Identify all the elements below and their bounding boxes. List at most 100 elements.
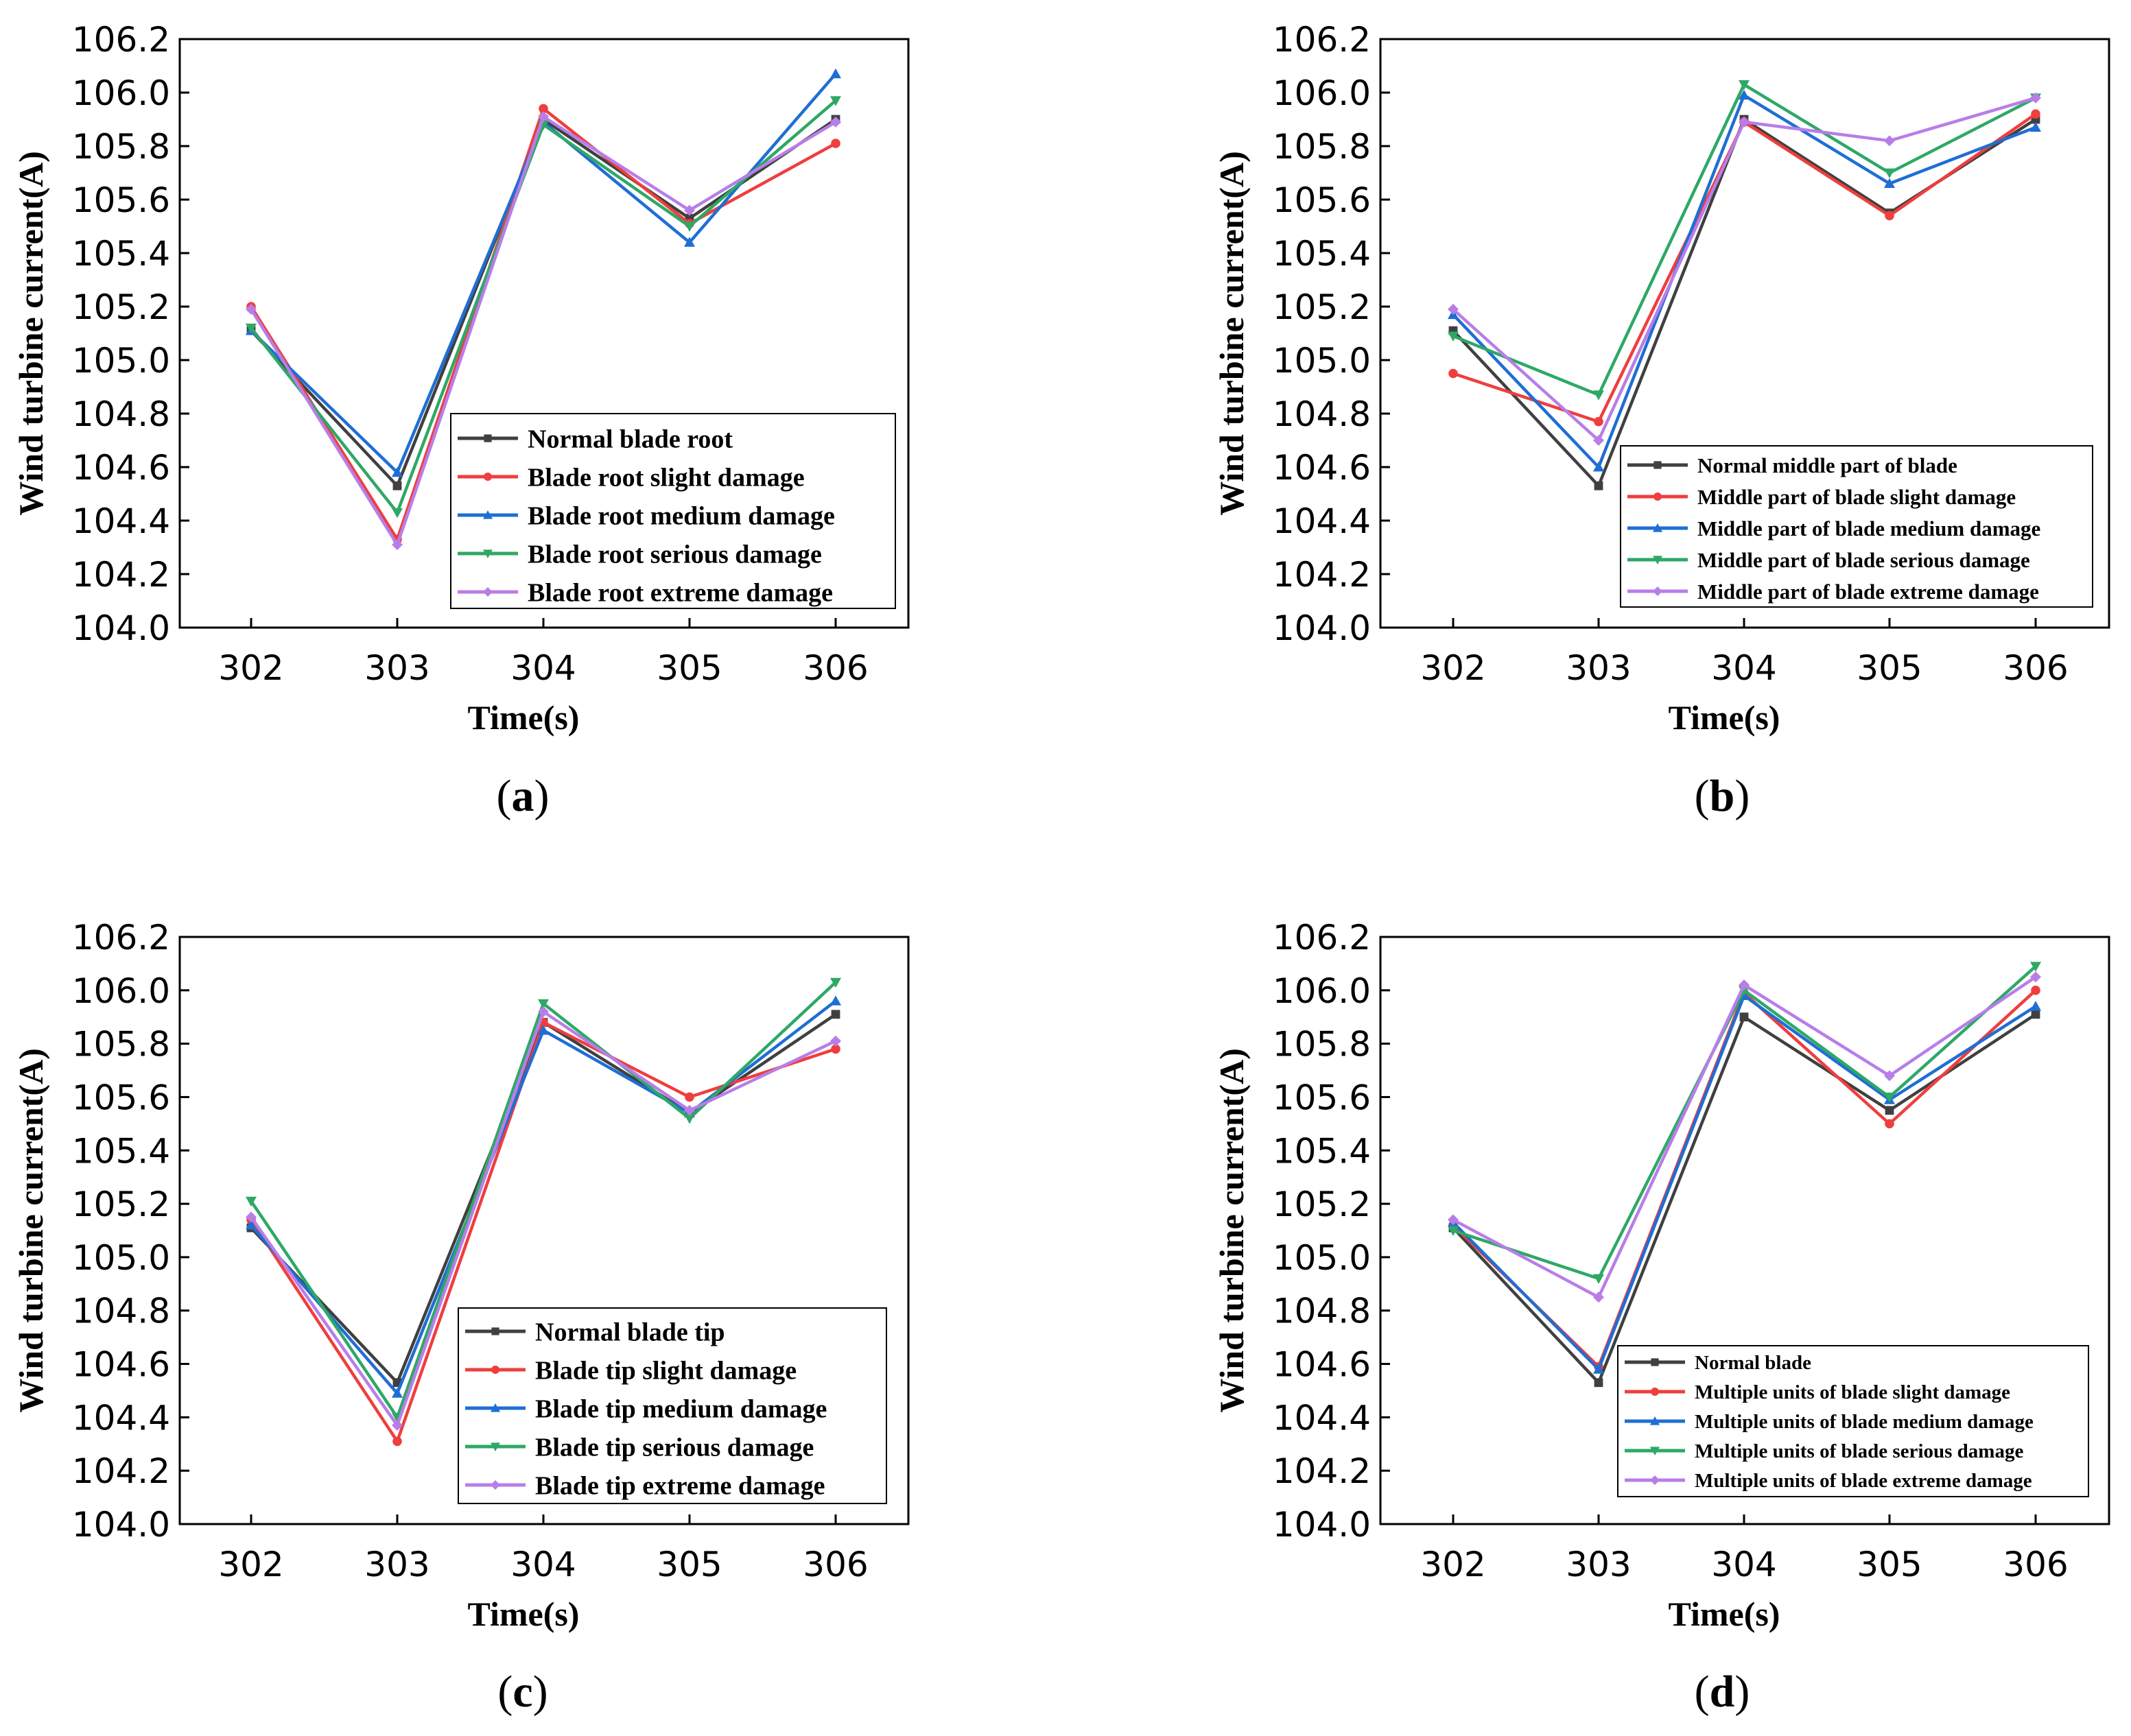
x-tick-label: 305 xyxy=(1857,648,1922,688)
data-point xyxy=(1448,1214,1459,1226)
legend-label: Blade tip extreme damage xyxy=(535,1471,825,1500)
y-tick-label: 106.2 xyxy=(1273,20,1371,60)
y-tick-label: 104.4 xyxy=(72,1398,170,1438)
y-tick-label: 105.4 xyxy=(72,234,170,274)
y-tick-label: 105.4 xyxy=(1273,1131,1371,1171)
series-line xyxy=(250,73,837,475)
data-point xyxy=(1593,435,1604,446)
data-point xyxy=(1884,135,1895,147)
x-axis-title: Time(s) xyxy=(1669,1595,1780,1633)
data-point xyxy=(246,1220,257,1230)
legend-box xyxy=(458,1307,887,1504)
data-point xyxy=(830,68,841,79)
legend-marker xyxy=(483,587,493,597)
legend-entry: Multiple units of blade serious damage xyxy=(1625,1440,2023,1462)
y-tick-label: 106.0 xyxy=(72,971,170,1011)
legend-marker xyxy=(491,1480,500,1490)
x-tick-label: 305 xyxy=(657,648,722,688)
legend-marker xyxy=(491,1403,500,1412)
y-tick-label: 104.4 xyxy=(1273,501,1371,541)
data-point xyxy=(1594,1378,1603,1388)
data-point xyxy=(2031,986,2040,995)
x-tick-label: 304 xyxy=(1711,1545,1776,1584)
legend: Normal blade root Blade root slight damag… xyxy=(450,413,896,609)
legend-box xyxy=(1617,1345,2089,1497)
y-tick-label: 104.0 xyxy=(1273,608,1371,648)
data-point xyxy=(684,1104,695,1116)
data-point xyxy=(1448,368,1458,379)
data-point xyxy=(2030,971,2041,983)
y-tick-label: 104.4 xyxy=(72,501,170,541)
legend-label: Blade root serious damage xyxy=(528,540,822,569)
x-tick-label: 302 xyxy=(1420,1545,1485,1584)
panel-label-open: ( xyxy=(497,1667,513,1717)
x-tick-label: 305 xyxy=(657,1545,722,1584)
series-triangle-down xyxy=(1448,962,2041,1285)
legend-marker xyxy=(1650,1475,1660,1485)
data-point xyxy=(246,1211,257,1223)
data-point xyxy=(1448,303,1459,315)
y-tick-label: 105.2 xyxy=(72,1185,170,1224)
data-point xyxy=(684,1114,695,1124)
data-point xyxy=(392,508,403,519)
legend-entry: Blade tip slight damage xyxy=(465,1356,797,1385)
data-point xyxy=(684,222,695,232)
data-point xyxy=(1884,168,1895,178)
data-point xyxy=(392,1388,403,1398)
legend-marker xyxy=(1653,586,1662,596)
y-tick-label: 105.4 xyxy=(72,1131,170,1171)
y-tick-label: 104.0 xyxy=(72,608,170,648)
legend-entry: Blade root medium damage xyxy=(458,501,835,530)
x-axis-title: Time(s) xyxy=(468,698,580,737)
y-axis-title: Wind turbine current(A) xyxy=(12,151,50,516)
legend-marker xyxy=(1653,556,1662,564)
data-point xyxy=(830,96,841,106)
legend-entry: Blade tip medium damage xyxy=(465,1394,827,1423)
legend-marker xyxy=(491,1366,499,1374)
legend-label: Middle part of blade serious damage xyxy=(1697,548,2030,572)
y-tick-label: 104.0 xyxy=(72,1505,170,1545)
data-point xyxy=(685,1092,694,1102)
y-axis-title: Wind turbine current(A) xyxy=(1212,151,1251,516)
chart-panel-d: 104.0 104.2 104.4 104.6 104.8 105.0 105.2 105.4… xyxy=(1212,918,2110,1717)
data-point xyxy=(830,977,841,988)
data-point xyxy=(1594,481,1603,490)
legend-entry: Middle part of blade medium damage xyxy=(1627,516,2040,540)
legend-label: Multiple units of blade extreme damage xyxy=(1695,1470,2032,1492)
y-tick-label: 105.8 xyxy=(1273,127,1371,167)
data-point xyxy=(1593,1274,1604,1285)
x-tick-label: 304 xyxy=(510,1545,576,1584)
x-axis-title: Time(s) xyxy=(1669,698,1780,737)
y-tick-label: 106.2 xyxy=(72,918,170,958)
legend-marker xyxy=(491,1442,500,1451)
x-tick-label: 302 xyxy=(218,648,283,688)
legend-label: Blade tip serious damage xyxy=(535,1433,814,1462)
y-tick-label: 104.8 xyxy=(1273,1292,1371,1331)
legend-entry: Multiple units of blade slight damage xyxy=(1625,1381,2010,1403)
series-line xyxy=(1452,994,2037,1371)
y-tick-label: 105.2 xyxy=(1273,1185,1371,1224)
data-point xyxy=(1885,1119,1894,1129)
series-diamond xyxy=(1448,92,2041,446)
x-tick-label: 304 xyxy=(510,648,576,688)
legend-label: Blade root extreme damage xyxy=(528,578,833,607)
panel-label: (d) xyxy=(1695,1667,1750,1717)
panel-label-close: ) xyxy=(534,771,550,821)
legend-marker xyxy=(483,549,493,558)
legend: Normal blade Multiple units of blade slig… xyxy=(1617,1345,2089,1497)
x-tick-label: 306 xyxy=(803,648,868,688)
data-point xyxy=(830,1035,841,1047)
data-point xyxy=(1448,331,1459,342)
legend-entry: Blade tip serious damage xyxy=(465,1433,814,1462)
data-point xyxy=(392,481,402,490)
legend-label: Normal blade xyxy=(1695,1352,1811,1374)
y-tick-label: 105.0 xyxy=(1273,341,1371,381)
panel-label: (c) xyxy=(497,1667,548,1717)
panel-label-letter: d xyxy=(1710,1667,1735,1717)
y-tick-label: 105.8 xyxy=(1273,1025,1371,1065)
data-point xyxy=(1593,1292,1604,1303)
data-point xyxy=(684,237,695,247)
legend-label: Middle part of blade extreme damage xyxy=(1697,580,2039,604)
series-line xyxy=(1452,93,2036,469)
data-point xyxy=(830,995,841,1006)
